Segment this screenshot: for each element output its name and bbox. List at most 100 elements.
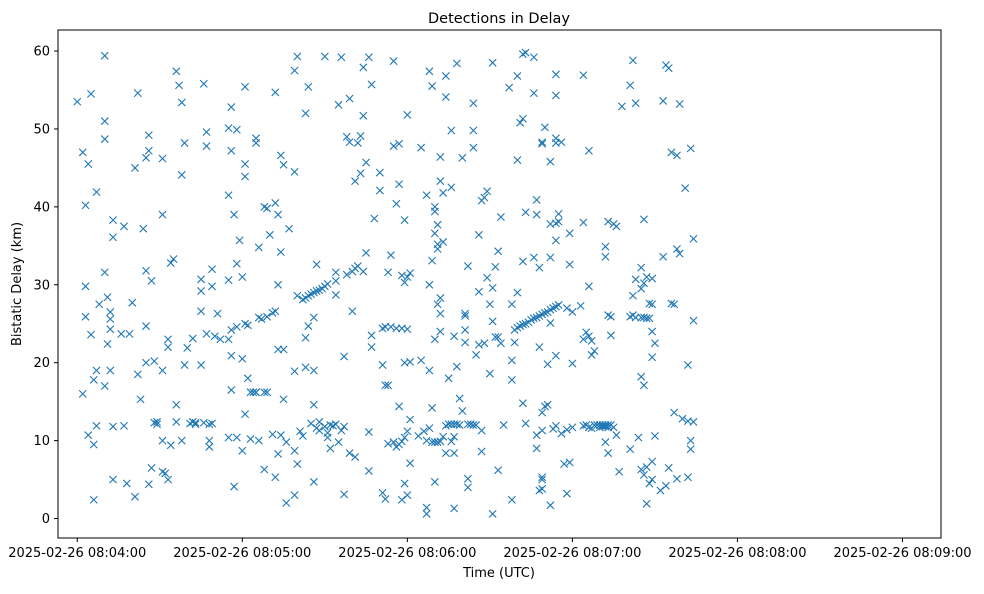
data-point bbox=[507, 495, 516, 504]
data-point bbox=[686, 445, 695, 454]
data-point bbox=[667, 148, 676, 157]
data-point bbox=[628, 56, 637, 65]
data-point bbox=[183, 343, 192, 352]
data-point bbox=[81, 201, 90, 210]
data-point bbox=[579, 71, 588, 80]
data-point bbox=[312, 287, 321, 296]
data-point bbox=[100, 135, 109, 144]
data-point bbox=[202, 128, 211, 137]
data-point bbox=[139, 224, 148, 233]
data-point bbox=[406, 459, 415, 468]
data-point bbox=[488, 58, 497, 67]
data-point bbox=[403, 110, 412, 119]
data-point bbox=[535, 343, 544, 352]
data-point bbox=[477, 426, 486, 435]
data-point bbox=[131, 163, 140, 172]
data-point bbox=[208, 419, 217, 428]
data-point bbox=[626, 445, 635, 454]
data-point bbox=[271, 198, 280, 207]
data-point bbox=[282, 438, 291, 447]
data-point bbox=[430, 335, 439, 344]
data-point bbox=[689, 417, 698, 426]
data-point bbox=[433, 220, 442, 229]
data-point bbox=[298, 431, 307, 440]
data-point bbox=[309, 366, 318, 375]
data-point bbox=[469, 421, 478, 430]
data-point bbox=[474, 340, 483, 349]
data-point bbox=[463, 474, 472, 483]
data-point bbox=[516, 118, 525, 127]
data-point bbox=[367, 343, 376, 352]
data-point bbox=[626, 81, 635, 90]
data-point bbox=[546, 318, 555, 327]
data-point bbox=[351, 452, 360, 461]
data-point bbox=[546, 501, 555, 510]
data-point bbox=[364, 467, 373, 475]
data-point bbox=[436, 294, 445, 303]
data-point bbox=[290, 66, 299, 75]
data-point bbox=[353, 138, 362, 147]
data-point bbox=[356, 169, 365, 178]
data-point bbox=[472, 350, 481, 359]
data-point bbox=[227, 351, 236, 360]
data-point bbox=[513, 71, 522, 80]
data-point bbox=[279, 395, 288, 404]
x-tick-label: 2025-02-26 08:09:00 bbox=[833, 546, 971, 561]
data-point bbox=[87, 330, 95, 339]
data-point bbox=[224, 433, 233, 442]
data-point bbox=[260, 388, 269, 397]
data-point bbox=[282, 498, 291, 507]
data-point bbox=[241, 410, 250, 419]
data-point bbox=[312, 260, 321, 269]
data-point bbox=[491, 262, 500, 271]
data-point bbox=[389, 57, 398, 66]
data-points bbox=[73, 48, 698, 518]
data-point bbox=[590, 347, 599, 355]
data-point bbox=[304, 322, 313, 331]
data-point bbox=[142, 153, 151, 162]
data-point bbox=[158, 366, 167, 375]
data-point bbox=[496, 339, 505, 348]
data-point bbox=[359, 267, 368, 276]
data-point bbox=[87, 89, 95, 98]
data-point bbox=[232, 322, 241, 331]
data-point bbox=[540, 123, 549, 132]
data-point bbox=[642, 499, 651, 508]
data-point bbox=[579, 421, 588, 430]
data-point bbox=[301, 363, 310, 372]
data-point bbox=[584, 146, 593, 155]
data-point bbox=[414, 431, 423, 440]
data-point bbox=[513, 288, 522, 297]
data-point bbox=[419, 427, 428, 436]
data-point bbox=[263, 388, 272, 397]
data-point bbox=[518, 257, 527, 266]
data-point bbox=[326, 444, 335, 453]
data-point bbox=[406, 415, 415, 424]
data-point bbox=[532, 210, 541, 219]
data-point bbox=[304, 82, 313, 91]
data-point bbox=[384, 381, 393, 390]
data-point bbox=[290, 491, 299, 500]
data-point bbox=[340, 352, 349, 361]
data-point bbox=[538, 139, 547, 148]
data-point bbox=[122, 479, 131, 488]
y-tick-label: 60 bbox=[33, 45, 50, 60]
data-point bbox=[659, 96, 668, 105]
data-point bbox=[254, 243, 263, 252]
data-point bbox=[337, 426, 346, 435]
data-point bbox=[659, 252, 668, 261]
x-tick-label: 2025-02-26 08:08:00 bbox=[668, 546, 806, 561]
data-point bbox=[81, 282, 90, 291]
data-point bbox=[378, 488, 387, 497]
data-point bbox=[213, 309, 222, 318]
y-tick-label: 0 bbox=[42, 512, 50, 527]
data-point bbox=[469, 143, 478, 152]
data-point bbox=[648, 274, 657, 283]
data-point bbox=[439, 237, 448, 246]
data-point bbox=[637, 263, 646, 272]
data-point bbox=[263, 312, 272, 321]
data-point bbox=[232, 433, 241, 442]
data-point bbox=[274, 449, 283, 458]
data-point bbox=[238, 272, 247, 281]
data-point bbox=[477, 447, 486, 456]
